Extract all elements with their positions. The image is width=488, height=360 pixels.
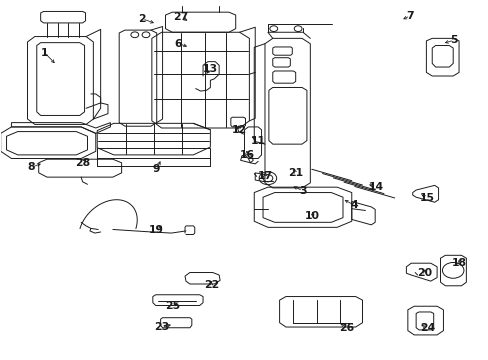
- Text: 10: 10: [305, 211, 320, 221]
- Text: 3: 3: [299, 186, 306, 196]
- Text: 4: 4: [350, 200, 357, 210]
- Text: 25: 25: [164, 301, 180, 311]
- Text: 5: 5: [449, 35, 457, 45]
- Text: 19: 19: [149, 225, 164, 235]
- Text: 9: 9: [153, 164, 160, 174]
- Text: 28: 28: [75, 158, 90, 168]
- Text: 6: 6: [175, 39, 182, 49]
- Text: 17: 17: [257, 171, 272, 181]
- Text: 20: 20: [416, 268, 431, 278]
- Text: 27: 27: [173, 12, 188, 22]
- Text: 7: 7: [406, 11, 413, 21]
- Text: 23: 23: [154, 322, 169, 332]
- Text: 12: 12: [232, 125, 246, 135]
- Text: 8: 8: [27, 162, 35, 172]
- Text: 14: 14: [368, 182, 383, 192]
- Text: 16: 16: [239, 150, 254, 160]
- Text: 18: 18: [450, 258, 466, 268]
- Text: 15: 15: [419, 193, 434, 203]
- Text: 26: 26: [339, 323, 354, 333]
- Text: 22: 22: [203, 280, 219, 290]
- Text: 1: 1: [41, 48, 48, 58]
- Text: 21: 21: [287, 168, 303, 178]
- Text: 11: 11: [250, 136, 265, 145]
- Text: 24: 24: [419, 323, 434, 333]
- Text: 2: 2: [138, 14, 145, 24]
- Text: 13: 13: [203, 64, 218, 74]
